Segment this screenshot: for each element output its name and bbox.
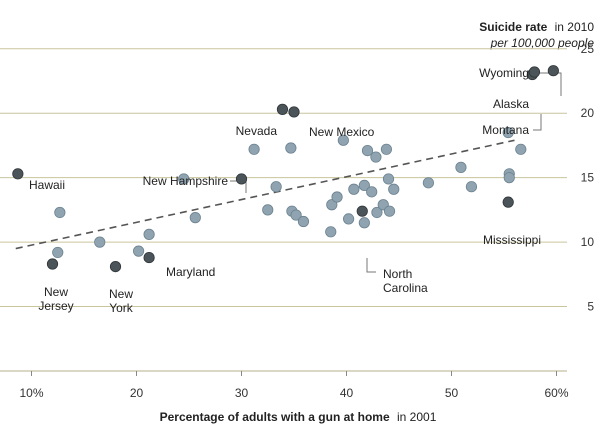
data-point bbox=[361, 145, 374, 157]
data-point bbox=[270, 181, 282, 193]
highlight-point bbox=[143, 251, 155, 264]
data-point bbox=[358, 179, 370, 191]
data-point bbox=[297, 215, 310, 228]
highlight-point bbox=[528, 66, 541, 78]
data-point bbox=[331, 191, 343, 203]
data-point bbox=[248, 143, 260, 155]
chart-title-suffix: in 2010 bbox=[555, 20, 595, 34]
highlight-point bbox=[547, 65, 559, 77]
data-point bbox=[465, 181, 478, 193]
point-label-line: New bbox=[44, 285, 68, 299]
data-point bbox=[94, 236, 106, 248]
gridlines bbox=[0, 48, 567, 372]
x-axis-label-suffix: in 2001 bbox=[397, 410, 437, 424]
data-point bbox=[502, 126, 514, 139]
point-label-line: Jersey bbox=[38, 299, 73, 313]
point-label: Montana bbox=[482, 123, 529, 137]
point-label-line: York bbox=[109, 301, 134, 315]
data-point bbox=[143, 228, 155, 240]
data-point bbox=[54, 206, 66, 219]
x-tick-label: 60% bbox=[544, 386, 568, 400]
data-point bbox=[262, 204, 274, 216]
x-tick-labels: 10% 20 30 40 50 60% bbox=[19, 371, 569, 400]
x-tick-label: 20 bbox=[130, 386, 144, 400]
data-point bbox=[422, 177, 434, 189]
data-point bbox=[337, 134, 349, 146]
data-point bbox=[358, 217, 370, 229]
point-label: Wyoming bbox=[479, 66, 529, 80]
point-label: New York bbox=[109, 287, 134, 315]
y-tick-labels: 5 10 15 20 25 bbox=[581, 42, 595, 314]
point-label: New Mexico bbox=[309, 125, 375, 139]
data-points bbox=[12, 65, 559, 273]
data-point bbox=[515, 143, 527, 155]
y-tick-label: 20 bbox=[581, 106, 595, 120]
trendline bbox=[15, 139, 515, 250]
data-point bbox=[326, 199, 338, 211]
highlight-point bbox=[288, 106, 300, 118]
point-label: North Carolina bbox=[383, 267, 428, 295]
x-axis-label-main: Percentage of adults with a gun at home bbox=[160, 410, 390, 424]
data-point bbox=[342, 213, 355, 225]
data-point bbox=[325, 226, 337, 238]
data-point bbox=[383, 205, 396, 217]
data-point bbox=[503, 172, 515, 184]
highlight-point bbox=[356, 205, 368, 217]
x-tick-label: 10% bbox=[19, 386, 43, 400]
y-tick-label: 10 bbox=[581, 235, 595, 249]
y-tick-label: 15 bbox=[581, 171, 595, 185]
x-axis-label: Percentage of adults with a gun at home … bbox=[160, 410, 437, 424]
point-label: Nevada bbox=[236, 124, 278, 138]
point-label: Alaska bbox=[493, 97, 529, 111]
point-label: Hawaii bbox=[29, 178, 65, 192]
point-label-line: North bbox=[383, 267, 412, 281]
data-point bbox=[133, 245, 145, 257]
point-label-line: Carolina bbox=[383, 281, 428, 295]
data-point bbox=[290, 209, 302, 221]
data-point bbox=[366, 186, 378, 198]
x-tick-label: 50 bbox=[445, 386, 459, 400]
point-label: Mississippi bbox=[483, 233, 541, 247]
data-point bbox=[178, 173, 190, 185]
data-point bbox=[52, 246, 64, 259]
data-point bbox=[371, 206, 383, 219]
chart-title-main: Suicide rate bbox=[479, 20, 547, 34]
highlight-point bbox=[276, 103, 289, 115]
point-label: New Hampshire bbox=[143, 174, 229, 188]
highlight-point bbox=[46, 258, 59, 270]
data-point bbox=[455, 161, 467, 173]
highlight-point bbox=[109, 260, 122, 273]
data-point bbox=[189, 212, 201, 224]
data-point bbox=[388, 183, 400, 195]
highlight-point bbox=[235, 173, 248, 185]
leader-line bbox=[533, 72, 562, 96]
data-point bbox=[380, 143, 392, 155]
leader-line bbox=[533, 114, 542, 131]
data-point bbox=[370, 151, 382, 163]
chart-subtitle: per 100,000 people bbox=[490, 36, 595, 50]
point-label: New Jersey bbox=[38, 285, 73, 313]
x-tick-label: 30 bbox=[235, 386, 249, 400]
y-tick-label: 5 bbox=[587, 300, 594, 314]
leader-line bbox=[366, 258, 376, 273]
data-point bbox=[382, 173, 395, 185]
trendline-group bbox=[15, 139, 515, 250]
data-point bbox=[285, 142, 297, 154]
chart-title: Suicide rate in 2010 bbox=[479, 20, 594, 34]
highlight-point bbox=[12, 168, 24, 180]
point-label: Maryland bbox=[166, 265, 215, 279]
point-label-line: New bbox=[109, 287, 133, 301]
data-point bbox=[348, 183, 360, 195]
y-tick-label: 25 bbox=[581, 42, 595, 56]
x-tick-label: 40 bbox=[340, 386, 354, 400]
highlight-point bbox=[502, 196, 514, 208]
